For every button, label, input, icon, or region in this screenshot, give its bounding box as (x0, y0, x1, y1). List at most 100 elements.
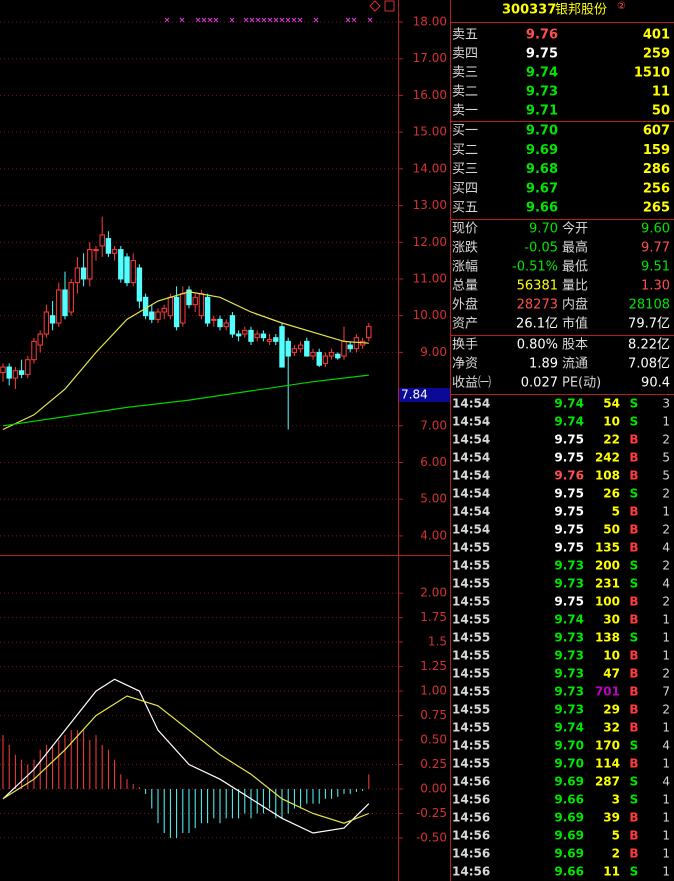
y-tick-label: -0.25 (416, 806, 447, 820)
tick-volume: 47 (603, 667, 620, 681)
candle-body (105, 238, 112, 254)
book-price: 9.69 (526, 143, 558, 158)
candle-body (49, 315, 56, 324)
candle-body (273, 337, 279, 342)
tick-side: B (629, 667, 638, 681)
candle-body (74, 267, 81, 284)
candle-body (80, 267, 87, 280)
quote-label: 净资 (452, 357, 478, 372)
quote-value: 26.1亿 (516, 317, 558, 332)
candle-body (173, 296, 180, 328)
candle-body (341, 340, 347, 357)
y-tick-label: 0.00 (420, 781, 447, 795)
tick-price: 9.70 (554, 757, 584, 771)
tick-side: B (629, 703, 638, 717)
tick-count: 1 (662, 721, 670, 735)
candle-body (310, 351, 316, 357)
book-volume: 286 (643, 162, 670, 177)
tick-side: S (630, 793, 639, 807)
tick-side: B (629, 433, 638, 447)
tick-time: 14:55 (452, 595, 490, 609)
y-tick-label: 16.00 (413, 88, 447, 102)
candle-body (335, 353, 341, 359)
tick-side: B (629, 847, 638, 861)
y-tick-label: 17.00 (413, 51, 447, 65)
tick-side: S (630, 631, 639, 645)
y-tick-label: 1.00 (420, 684, 447, 698)
tick-side: S (630, 397, 639, 411)
stock-code: 300337 (502, 3, 556, 18)
indicator-line (2, 291, 369, 431)
candle-body (118, 249, 124, 280)
y-tick-label: 7.00 (420, 418, 447, 432)
candle-body (297, 344, 304, 350)
quote-value: -0.05 (524, 241, 558, 256)
candle-body (229, 315, 236, 335)
y-tick-label: 15.00 (413, 125, 447, 139)
tick-time: 14:55 (452, 739, 490, 753)
icon-diamond[interactable] (369, 0, 381, 12)
tick-price: 9.66 (554, 865, 584, 879)
tick-side: S (630, 739, 639, 753)
y-tick-label: 6.00 (420, 455, 447, 469)
tick-price: 9.69 (554, 829, 584, 843)
candle-body (242, 329, 248, 335)
quote-label: 涨幅 (452, 260, 478, 275)
candle-body (198, 293, 205, 317)
y-tick-label: 9.00 (420, 345, 447, 359)
book-price: 9.75 (526, 47, 558, 62)
candle-body (124, 256, 130, 284)
candle-body (111, 249, 118, 254)
book-price: 9.74 (526, 66, 558, 81)
tick-volume: 39 (603, 811, 620, 825)
tick-side: B (629, 649, 638, 663)
candle-body (56, 289, 62, 324)
tick-side: B (629, 613, 638, 627)
quote-value: 9.51 (641, 260, 670, 275)
tick-count: 3 (662, 397, 670, 411)
candle-body (25, 359, 31, 375)
tick-side: B (629, 505, 638, 519)
book-volume: 50 (652, 104, 670, 119)
quote-label: 市值 (562, 316, 588, 332)
tick-side: S (630, 577, 639, 591)
icon-square[interactable] (384, 0, 395, 12)
tick-volume: 2 (612, 847, 620, 861)
book-label: 买一 (452, 124, 478, 139)
candle-body (99, 234, 105, 247)
book-price: 9.76 (526, 28, 558, 43)
tick-price: 9.75 (554, 505, 584, 519)
tick-volume: 242 (595, 451, 620, 465)
candle-body (353, 337, 360, 350)
candle-body (12, 370, 19, 379)
tick-count: 4 (662, 739, 670, 753)
tick-count: 2 (662, 487, 670, 501)
candle-body (62, 289, 68, 317)
tick-side: S (630, 865, 639, 879)
tick-count: 2 (662, 595, 670, 609)
tick-volume: 135 (595, 541, 620, 555)
tick-volume: 32 (603, 721, 620, 735)
tick-time: 14:54 (452, 451, 490, 465)
candle-body (18, 370, 25, 375)
tick-time: 14:55 (452, 721, 490, 735)
tick-time: 14:55 (452, 631, 490, 645)
indicator-line (2, 374, 369, 427)
tick-price: 9.76 (554, 469, 584, 483)
candle-body (37, 333, 43, 346)
tick-volume: 200 (595, 559, 620, 573)
book-label: 卖五 (452, 28, 478, 43)
book-volume: 401 (643, 28, 670, 43)
quote-label: 外盘 (452, 297, 478, 313)
tick-count: 1 (662, 847, 670, 861)
tick-time: 14:54 (452, 397, 490, 411)
tick-side: S (630, 487, 639, 501)
tick-price: 9.74 (554, 415, 584, 429)
book-volume: 259 (643, 47, 670, 62)
tick-count: 2 (662, 559, 670, 573)
tick-price: 9.69 (554, 775, 584, 789)
y-tick-label: 11.00 (413, 271, 447, 285)
tick-count: 4 (662, 541, 670, 555)
tick-count: 2 (662, 433, 670, 447)
y-tick-label: 0.25 (420, 757, 447, 771)
